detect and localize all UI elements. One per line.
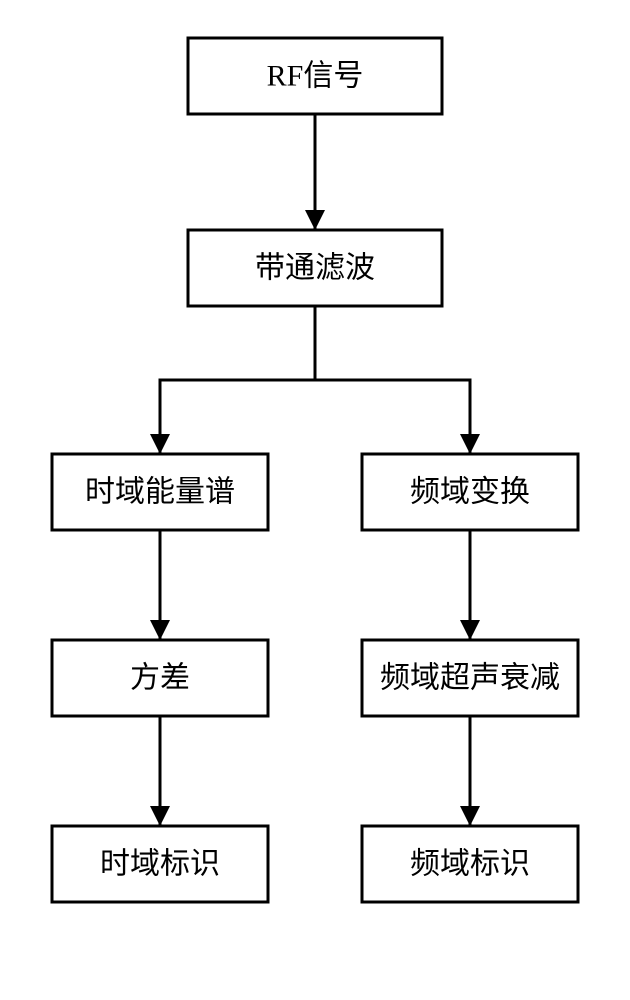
edge-n2-n4 xyxy=(315,306,470,454)
node-n3: 时域能量谱 xyxy=(52,454,268,530)
node-n2: 带通滤波 xyxy=(188,230,442,306)
node-n4-label: 频域变换 xyxy=(410,476,530,509)
node-n1: RF信号 xyxy=(188,38,442,114)
node-n5: 方差 xyxy=(52,640,268,716)
node-n6: 频域超声衰减 xyxy=(362,640,578,716)
node-n7-label: 时域标识 xyxy=(100,848,220,881)
node-n8-label: 频域标识 xyxy=(410,848,530,881)
node-n1-label: RF信号 xyxy=(267,60,364,93)
node-n6-label: 频域超声衰减 xyxy=(380,662,560,695)
node-n5-label: 方差 xyxy=(130,662,190,695)
node-n2-label: 带通滤波 xyxy=(255,252,375,285)
node-n8: 频域标识 xyxy=(362,826,578,902)
node-n4: 频域变换 xyxy=(362,454,578,530)
node-n3-label: 时域能量谱 xyxy=(85,476,235,509)
node-n7: 时域标识 xyxy=(52,826,268,902)
edge-n2-n3 xyxy=(160,306,315,454)
